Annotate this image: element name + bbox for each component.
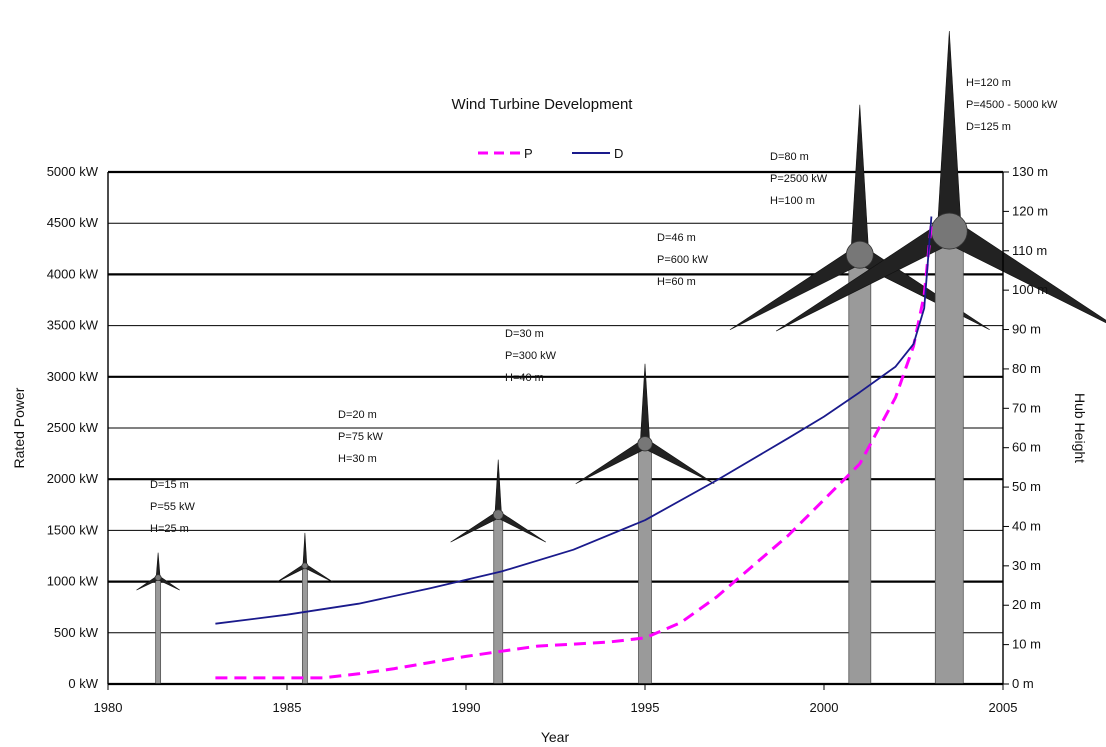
turbine-blade — [496, 511, 547, 543]
y2-tick-label: 110 m — [1012, 243, 1047, 258]
turbine-2 — [450, 459, 547, 685]
y-tick-label: 4500 kW — [47, 215, 99, 230]
y-tick-label: 0 kW — [68, 676, 98, 691]
turbine-annotation-2: D=30 m P=300 kW H=40 m — [505, 328, 557, 384]
turbine-blade — [642, 439, 715, 485]
turbine-3 — [575, 363, 715, 685]
legend-label-d: D — [614, 146, 623, 161]
turbine-annotation-0: D=15 m P=55 kW H=25 m — [150, 479, 196, 535]
annotation-line: D=125 m — [966, 121, 1011, 133]
y2-tick-label: 20 m — [1012, 597, 1041, 612]
annotation-line: D=46 m — [657, 232, 696, 244]
turbine-hub — [154, 574, 162, 582]
turbine-blade — [575, 439, 648, 485]
annotation-line: H=30 m — [338, 453, 377, 465]
annotation-line: P=600 kW — [657, 254, 709, 266]
annotation-line: H=40 m — [505, 372, 544, 384]
x-tick-label: 2005 — [989, 700, 1018, 715]
turbine-blade — [303, 563, 334, 583]
turbine-blade — [276, 563, 307, 583]
y2-tick-label: 90 m — [1012, 322, 1041, 337]
annotation-layer: D=15 mP=55 kWH=25 mD=20 mP=75 kWH=30 mD=… — [150, 77, 1058, 535]
annotation-line: H=25 m — [150, 523, 189, 535]
annotation-line: D=30 m — [505, 328, 544, 340]
turbine-blade — [942, 220, 1106, 324]
x-tick-label: 1990 — [452, 700, 481, 715]
x-tick-label: 1980 — [94, 700, 123, 715]
turbine-annotation-3: D=46 m P=600 kW H=60 m — [657, 232, 709, 288]
y-tick-label: 2500 kW — [47, 420, 99, 435]
annotation-line: D=20 m — [338, 409, 377, 421]
turbine-blade — [494, 459, 502, 515]
legend-label-p: P — [524, 146, 533, 161]
y2-tick-label: 100 m — [1012, 282, 1048, 297]
axis-layer: 0 kW 500 kW 1000 kW 1500 kW 2000 kW 2500 kW 30… — [47, 164, 1048, 715]
x-tick-label: 1995 — [631, 700, 660, 715]
x-axis-label: Year — [541, 729, 570, 745]
x-tick-label: 1985 — [273, 700, 302, 715]
turbine-0 — [136, 552, 180, 685]
chart-title: Wind Turbine Development — [452, 96, 634, 113]
y-tick-label: 2000 kW — [47, 471, 99, 486]
series-layer — [215, 216, 933, 680]
turbine-blade — [450, 511, 501, 543]
turbine-tower — [638, 443, 652, 685]
annotation-line: D=80 m — [770, 151, 809, 163]
annotation-line: P=55 kW — [150, 501, 196, 513]
turbine-blade — [936, 31, 962, 232]
y2-tick-label: 70 m — [1012, 400, 1041, 415]
y2-tick-label: 30 m — [1012, 558, 1041, 573]
x-tick-label: 2000 — [810, 700, 839, 715]
annotation-line: H=100 m — [770, 195, 815, 207]
turbine-hub — [301, 562, 309, 570]
turbine-annotation-5: H=120 m P=4500 - 5000 kW D=125 m — [966, 77, 1058, 133]
turbine-tower — [301, 565, 308, 685]
legend: P D — [478, 146, 623, 161]
turbine-tower — [155, 577, 162, 685]
annotation-line: P=75 kW — [338, 431, 384, 443]
turbine-hub — [845, 240, 874, 269]
turbine-blade — [302, 532, 308, 567]
turbine-annotation-4: D=80 m P=2500 kW H=100 m — [770, 151, 828, 207]
turbine-hub — [930, 212, 968, 250]
turbine-hub — [492, 509, 504, 520]
y2-axis-label: Hub Height — [1072, 393, 1088, 463]
y-tick-label: 5000 kW — [47, 164, 99, 179]
y2-tick-label: 80 m — [1012, 361, 1041, 376]
y-tick-label: 1500 kW — [47, 522, 99, 537]
turbine-annotation-1: D=20 m P=75 kW H=30 m — [338, 409, 384, 465]
annotation-line: H=120 m — [966, 77, 1011, 89]
turbine-tower — [493, 514, 504, 685]
turbine-blade — [850, 104, 870, 256]
y2-tick-label: 40 m — [1012, 518, 1041, 533]
annotation-line: P=4500 - 5000 kW — [966, 99, 1058, 111]
annotation-line: P=2500 kW — [770, 173, 828, 185]
y-tick-label: 3000 kW — [47, 369, 99, 384]
y-tick-label: 1000 kW — [47, 574, 99, 589]
turbine-hub — [637, 436, 653, 452]
turbine-layer — [136, 31, 1106, 685]
y2-tick-label: 10 m — [1012, 637, 1041, 652]
y-axis-label: Rated Power — [11, 387, 27, 468]
turbine-5 — [775, 31, 1106, 685]
series-line-d — [215, 216, 933, 625]
turbine-tower — [848, 254, 872, 685]
turbine-blade — [155, 552, 161, 578]
annotation-line: D=15 m — [150, 479, 189, 491]
annotation-line: H=60 m — [657, 276, 696, 288]
turbine-blade — [854, 246, 990, 330]
annotation-line: P=300 kW — [505, 350, 557, 362]
y2-tick-label: 130 m — [1012, 164, 1048, 179]
turbine-tower — [934, 230, 964, 685]
y-tick-label: 4000 kW — [47, 266, 99, 281]
y2-tick-label: 50 m — [1012, 479, 1041, 494]
y2-tick-label: 60 m — [1012, 440, 1041, 455]
y-tick-label: 3500 kW — [47, 318, 99, 333]
y-tick-label: 500 kW — [54, 625, 99, 640]
y2-tick-label: 0 m — [1012, 676, 1034, 691]
y2-tick-label: 120 m — [1012, 203, 1048, 218]
series-line-p — [215, 223, 933, 680]
